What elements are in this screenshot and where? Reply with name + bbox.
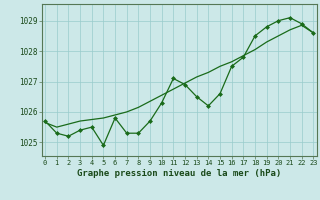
X-axis label: Graphe pression niveau de la mer (hPa): Graphe pression niveau de la mer (hPa) <box>77 169 281 178</box>
